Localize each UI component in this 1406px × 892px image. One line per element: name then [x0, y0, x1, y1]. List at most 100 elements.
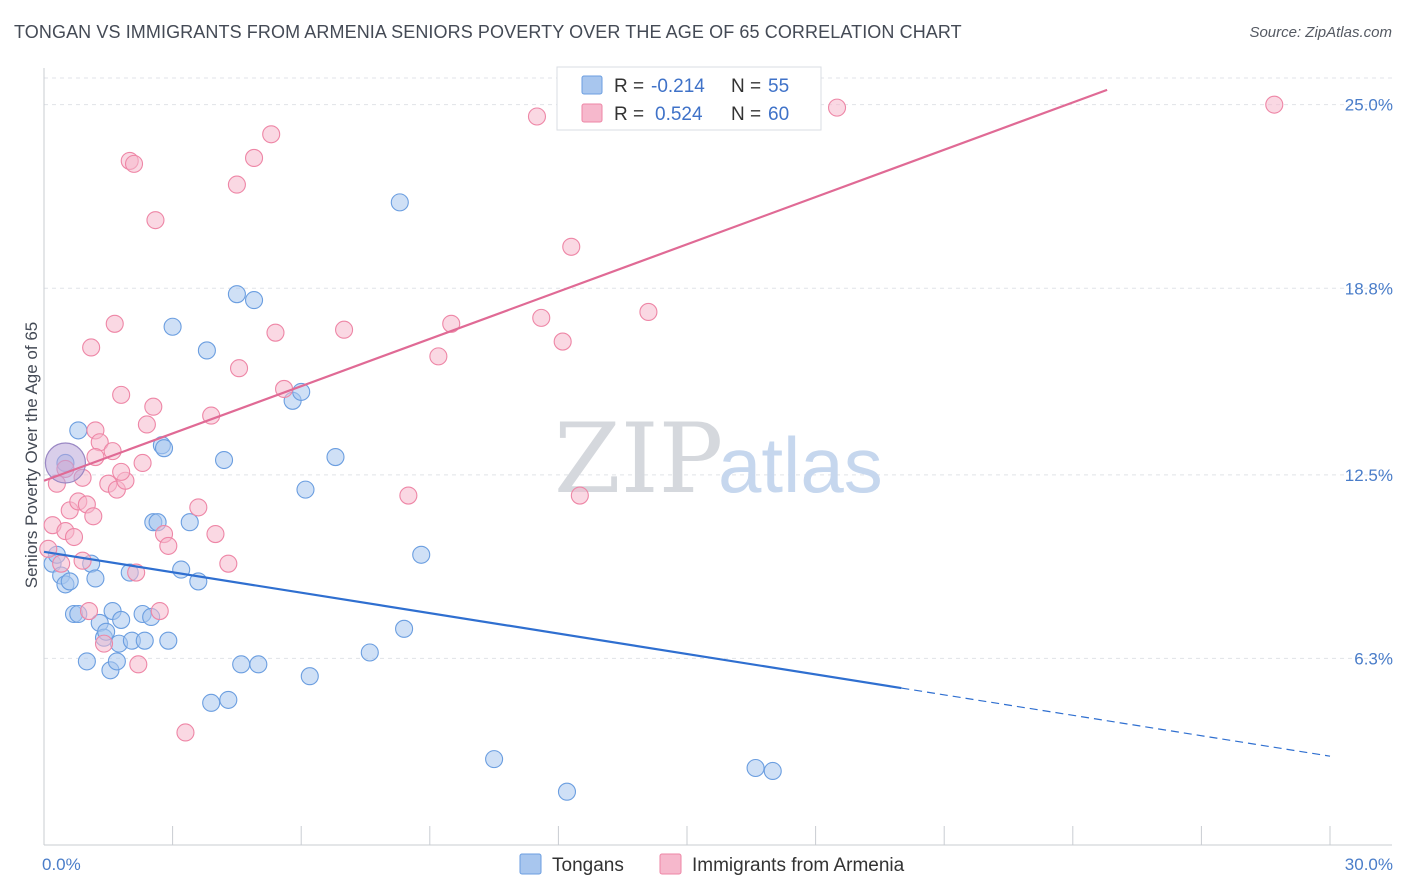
point-1-26 [137, 415, 156, 434]
stats-r-label-armenia: R = [614, 104, 644, 125]
point-1-51 [570, 486, 589, 505]
point-0-10 [86, 569, 105, 588]
point-0-42 [300, 667, 319, 686]
source-credit: Source: ZipAtlas.com [1249, 24, 1392, 41]
trend-lines [43, 88, 1331, 757]
point-1-59 [133, 453, 152, 473]
point-0-4 [60, 572, 79, 591]
point-1-48 [532, 308, 551, 327]
trend-line-tongans [43, 550, 902, 690]
stats-r-label-tongans: R = [614, 76, 644, 97]
point-0-49 [746, 758, 765, 778]
points-tongans [43, 193, 782, 801]
points-armenia [39, 95, 1284, 742]
point-1-32 [176, 723, 195, 742]
point-0-18 [112, 610, 131, 629]
point-1-6 [64, 527, 84, 547]
point-1-45 [429, 347, 448, 366]
x-tick-labels: 0.0% 30.0% [42, 855, 1393, 874]
point-0-45 [395, 619, 414, 638]
point-1-36 [219, 554, 238, 573]
point-0-47 [485, 750, 504, 769]
stats-n-label-tongans: N = [731, 76, 761, 97]
point-0-50 [763, 761, 782, 781]
watermark: ZIP atlas [554, 403, 883, 515]
point-1-20 [112, 385, 131, 404]
point-0-34 [219, 690, 238, 709]
point-0-33 [202, 693, 221, 712]
point-0-41 [296, 480, 315, 499]
point-1-11 [82, 338, 101, 357]
stats-swatch-armenia [581, 103, 603, 123]
trend-line-armenia [43, 88, 1108, 482]
stats-r-value-armenia: 0.524 [655, 104, 703, 125]
point-1-8 [73, 551, 92, 570]
watermark-atlas: atlas [718, 421, 883, 509]
point-1-18 [105, 314, 124, 333]
point-0-28 [163, 317, 182, 336]
point-1-53 [827, 98, 847, 117]
point-1-31 [159, 536, 178, 555]
point-1-27 [144, 397, 163, 416]
x-tick-label-end: 30.0% [1345, 855, 1393, 874]
point-1-52 [639, 302, 658, 321]
stats-r-value-tongans: -0.214 [651, 76, 705, 97]
y-tick-label-0: 6.3% [1354, 649, 1393, 668]
point-cluster [44, 442, 87, 484]
point-0-37 [244, 291, 264, 310]
point-1-29 [150, 602, 169, 621]
point-0-43 [360, 643, 379, 662]
point-1-35 [206, 525, 225, 544]
point-1-23 [124, 154, 144, 173]
point-0-22 [135, 631, 154, 650]
stats-n-label-armenia: N = [731, 104, 761, 125]
point-0-54 [326, 448, 345, 467]
point-1-39 [244, 148, 264, 168]
y-tick-labels: 6.3% 12.5% 18.8% 25.0% [1345, 96, 1393, 669]
point-1-3 [52, 554, 71, 573]
stats-n-value-tongans: 55 [768, 76, 789, 97]
legend-label-armenia: Immigrants from Armenia [692, 855, 905, 876]
series-legend: Tongans Immigrants from Armenia [519, 853, 905, 876]
point-1-28 [146, 211, 165, 230]
point-1-58 [112, 462, 131, 481]
point-1-15 [94, 634, 114, 653]
trend-line-tongans-extension [901, 687, 1331, 757]
point-1-12 [84, 507, 103, 526]
point-0-30 [180, 513, 199, 532]
point-0-44 [390, 193, 409, 212]
point-0-52 [154, 439, 174, 458]
stats-n-value-armenia: 60 [768, 104, 789, 125]
point-0-46 [412, 545, 431, 564]
point-1-43 [335, 320, 354, 339]
point-1-47 [527, 107, 547, 126]
y-axis-label: Seniors Poverty Over the Age of 65 [22, 322, 41, 588]
y-tick-label-3: 25.0% [1345, 96, 1393, 115]
point-0-16 [107, 652, 126, 671]
point-1-44 [399, 486, 418, 505]
point-0-53 [214, 450, 234, 470]
point-1-17 [103, 442, 122, 461]
point-1-10 [79, 602, 99, 621]
y-tick-label-2: 18.8% [1345, 279, 1393, 298]
point-1-33 [189, 498, 208, 517]
point-0-7 [69, 421, 88, 440]
point-1-46 [442, 314, 461, 333]
chart-title: TONGAN VS IMMIGRANTS FROM ARMENIA SENIOR… [14, 22, 962, 42]
legend-swatch-tongans [519, 853, 542, 875]
point-1-25 [129, 655, 148, 674]
point-0-38 [249, 655, 268, 674]
point-0-27 [159, 631, 178, 650]
point-1-49 [553, 332, 572, 351]
point-1-38 [229, 359, 249, 378]
point-1-54 [1265, 95, 1284, 114]
point-1-24 [127, 563, 146, 582]
point-0-32 [197, 341, 216, 360]
point-1-50 [562, 237, 581, 256]
y-tick-label-1: 12.5% [1345, 466, 1393, 485]
point-0-36 [232, 655, 251, 674]
point-0-48 [557, 782, 577, 801]
point-1-41 [266, 323, 285, 342]
legend-swatch-armenia [659, 853, 682, 875]
